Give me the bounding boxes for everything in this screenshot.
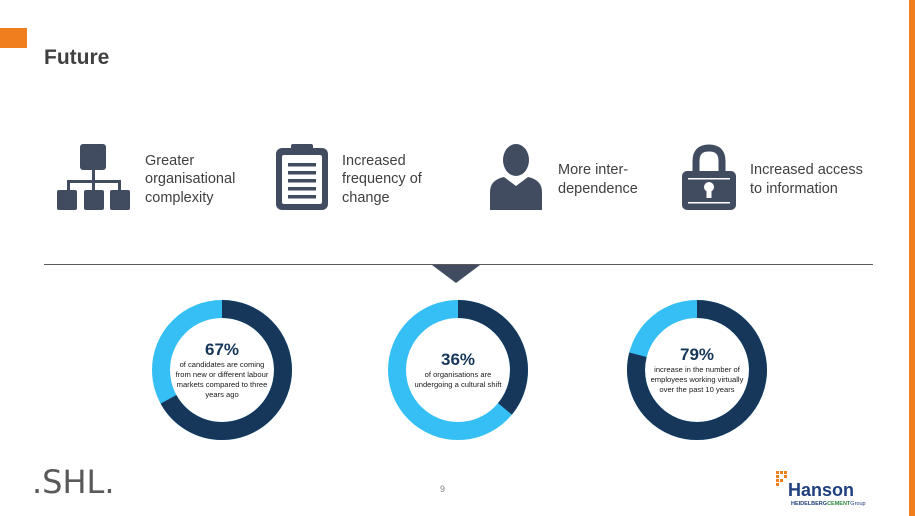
stat-description: of organisations are undergoing a cultur… <box>414 369 502 389</box>
orange-accent-bar <box>0 28 27 48</box>
donut-chart <box>388 300 528 440</box>
stat-percentage: 36% <box>440 349 476 369</box>
stat-percentage: 79% <box>679 344 715 364</box>
slide-title: Future <box>44 46 110 69</box>
stat-description: increase in the number of employees work… <box>650 364 744 395</box>
stat-donut-3: 79% increase in the number of employees … <box>627 300 767 440</box>
hanson-logo: Hanson HEIDELBERGCEMENTGroup <box>776 471 876 507</box>
clipboard-icon <box>276 144 328 215</box>
stat-description: of candidates are coming from new or dif… <box>175 359 269 400</box>
feature-complexity: Greater organisational complexity <box>57 144 260 215</box>
org-chart-icon <box>57 144 131 215</box>
donut-value-arc <box>388 300 528 440</box>
donut-value-arc <box>152 300 292 440</box>
donut-chart <box>627 300 767 440</box>
feature-information: Increased access to information <box>682 144 865 215</box>
person-icon <box>488 144 544 215</box>
stat-donut-2: 36% of organisations are undergoing a cu… <box>388 300 528 440</box>
stat-donut-1: 67% of candidates are coming from new or… <box>152 300 292 440</box>
feature-label: Increased frequency of change <box>342 152 422 206</box>
feature-label: Increased access to information <box>750 162 863 197</box>
feature-label: Greater organisational complexity <box>145 152 236 206</box>
shl-logo: .SHL. <box>32 462 118 501</box>
hanson-group-text: HEIDELBERGCEMENTGroup <box>791 501 866 507</box>
orange-side-bar <box>909 0 915 516</box>
divider-arrow-icon <box>432 265 480 283</box>
lock-icon <box>682 144 736 215</box>
feature-interdependence: More inter-dependence <box>488 144 673 215</box>
feature-change: Increased frequency of change <box>276 144 457 215</box>
stat-percentage: 67% <box>204 339 240 359</box>
donut-chart <box>152 300 292 440</box>
feature-label: More inter-dependence <box>558 162 638 197</box>
page-number: 9 <box>440 484 446 494</box>
section-divider <box>44 264 873 265</box>
donut-value-arc <box>627 300 767 440</box>
shl-logo-text: .SHL. <box>32 463 115 500</box>
hanson-logo-text: Hanson <box>788 480 854 500</box>
